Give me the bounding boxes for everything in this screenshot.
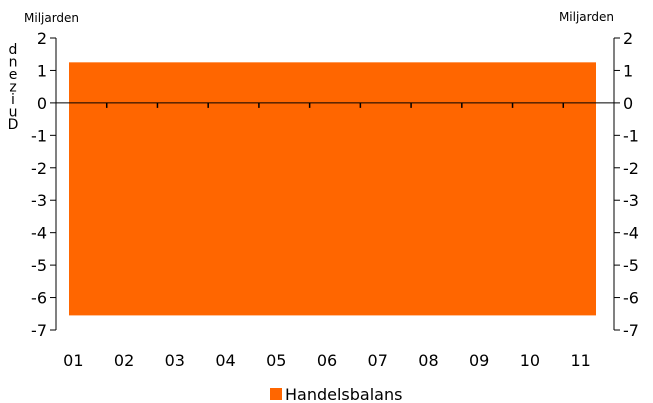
x-tick-label: 02 (114, 351, 134, 370)
x-tick-label: 08 (418, 351, 438, 370)
y-left-axis-title-letter: n (9, 55, 18, 71)
y-left-tick-label: 0 (37, 94, 47, 113)
y-right-tick-labels: 2 1 0 -1 -2 -3 -4 -5 -6 -7 (623, 29, 639, 340)
legend-swatch (270, 388, 282, 400)
y-right-tick-label: -2 (623, 159, 639, 178)
x-tick-label: 01 (63, 351, 83, 370)
y-left-tick-label: 1 (37, 61, 47, 80)
y-right-tick-label: 1 (623, 61, 633, 80)
y-left-axis-title-letter: d (9, 42, 18, 58)
y-left-axis-title-letter: z (9, 80, 16, 96)
x-tick-labels: 01 02 03 04 05 06 07 08 09 10 11 (63, 351, 591, 370)
x-tick-label: 10 (520, 351, 540, 370)
x-tick-label: 09 (469, 351, 489, 370)
y-left-unit-label: Miljarden (24, 11, 79, 25)
y-left-tick-label: 2 (37, 29, 47, 48)
y-left-tick-label: -4 (31, 224, 47, 243)
x-tick-label: 03 (165, 351, 185, 370)
area-series-handelsbalans (69, 62, 596, 316)
y-left-axis-title-letter: D (8, 117, 19, 133)
legend: Handelsbalans (270, 385, 402, 403)
x-tick-label: 04 (215, 351, 235, 370)
y-left-tick-label: -7 (31, 321, 47, 340)
y-right-tick-label: -4 (623, 224, 639, 243)
y-right-tick-label: -3 (623, 191, 639, 210)
y-left-tick-label: -5 (31, 256, 47, 275)
y-left-tick-label: -1 (31, 126, 47, 145)
y-left-axis-title-letter: i (11, 92, 15, 108)
axes (50, 37, 620, 331)
y-right-unit-label: Miljarden (559, 10, 614, 24)
y-left-axis-title-letter: u (9, 105, 18, 121)
x-tick-label: 11 (570, 351, 590, 370)
y-right-tick-label: 2 (623, 29, 633, 48)
y-left-axis-title-letter: e (9, 67, 18, 83)
plot-area (69, 62, 596, 316)
y-left-tick-label: -6 (31, 289, 47, 308)
y-left-tick-label: -2 (31, 159, 47, 178)
y-right-tick-label: -7 (623, 321, 639, 340)
y-right-tick-label: -5 (623, 256, 639, 275)
x-tick-label: 05 (266, 351, 286, 370)
x-tick-label: 07 (368, 351, 388, 370)
y-left-tick-label: -3 (31, 191, 47, 210)
x-tick-label: 06 (317, 351, 337, 370)
y-right-tick-label: -6 (623, 289, 639, 308)
y-right-tick-label: 0 (623, 94, 633, 113)
y-left-tick-labels: 2 1 0 -1 -2 -3 -4 -5 -6 -7 (31, 29, 47, 340)
y-right-tick-label: -1 (623, 126, 639, 145)
legend-label: Handelsbalans (285, 385, 402, 403)
